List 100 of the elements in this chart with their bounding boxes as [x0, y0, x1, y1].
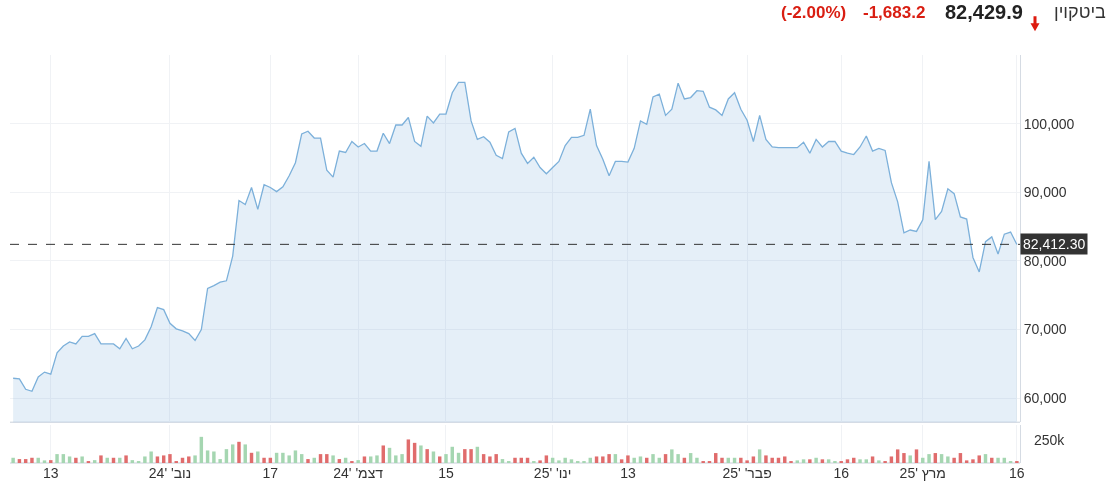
bar: [544, 455, 549, 463]
bar: [212, 451, 216, 463]
bar: [977, 455, 981, 463]
x-tick-label: 17: [262, 465, 279, 481]
bar: [845, 459, 850, 463]
bar: [751, 456, 756, 463]
bar: [720, 457, 724, 463]
x-tick-label: דצמ' '24: [333, 465, 384, 481]
ref-line-label: 82,412.30: [1023, 236, 1086, 252]
bar: [74, 457, 78, 463]
bar: [619, 459, 624, 463]
bar: [638, 456, 643, 463]
bar: [927, 454, 931, 463]
bar: [469, 449, 473, 463]
y-tick-label: 80,000: [1023, 252, 1067, 269]
bar: [745, 460, 749, 463]
bar: [368, 456, 373, 463]
bar: [820, 459, 825, 463]
bar: [205, 450, 210, 463]
bar: [971, 459, 975, 463]
text: ביטקוין: [1054, 2, 1107, 22]
bar: [808, 459, 812, 463]
bar: [80, 456, 84, 463]
y-tick-label: 90,000: [1023, 184, 1067, 201]
bar: [143, 456, 147, 463]
bar: [563, 457, 567, 463]
bar: [124, 455, 128, 463]
x-tick-label: 13: [620, 465, 636, 481]
text: -1,683.2: [863, 3, 926, 22]
bar: [161, 455, 166, 463]
bar: [889, 456, 894, 463]
bar: [864, 459, 869, 463]
bar: [670, 449, 674, 463]
text: 82,429.9: [945, 1, 1023, 23]
bar: [431, 451, 436, 463]
bar: [331, 455, 335, 463]
bar: [695, 457, 699, 463]
x-tick-label: 13: [42, 465, 59, 481]
bar: [676, 454, 680, 463]
bar: [908, 455, 912, 463]
text: (-2.00%): [781, 3, 847, 22]
bar: [996, 457, 1000, 463]
bar: [306, 459, 310, 463]
bar: [400, 454, 404, 463]
bar: [783, 456, 787, 463]
bar: [419, 445, 423, 463]
bar: [795, 460, 800, 463]
bar: [870, 456, 875, 463]
bar: [287, 455, 291, 463]
bar: [218, 459, 222, 463]
y-tick-label: 100,000: [1023, 115, 1075, 132]
bar: [118, 457, 122, 463]
bar: [293, 450, 298, 463]
x-tick-label: 16: [833, 465, 850, 481]
x-tick-label: ינו' '25: [533, 465, 572, 481]
bar: [256, 451, 260, 463]
bar: [877, 460, 881, 463]
bar: [607, 454, 611, 463]
bar: [594, 456, 599, 463]
bar: [632, 457, 636, 463]
bar: [764, 455, 768, 463]
y-tick-label: 70,000: [1023, 321, 1067, 338]
x-tick-label: נוב' '24: [148, 465, 192, 481]
bar: [67, 456, 72, 463]
bar: [356, 460, 360, 463]
bar: [262, 457, 266, 463]
bar: [362, 456, 367, 463]
bar: [281, 452, 285, 463]
bar: [325, 454, 329, 463]
bar: [168, 454, 172, 463]
bar: [946, 456, 950, 463]
bar: [814, 457, 818, 463]
x-tick-label: 15: [438, 465, 454, 481]
bar: [463, 449, 467, 463]
x-tick-label: 16: [1009, 465, 1025, 481]
bar: [651, 454, 655, 463]
bar: [990, 457, 994, 463]
bar: [49, 460, 53, 463]
bar: [381, 445, 385, 463]
bar: [964, 460, 969, 463]
bar: [438, 456, 442, 463]
text: 250k: [1034, 432, 1066, 448]
bar: [538, 460, 542, 463]
bar: [375, 455, 379, 463]
bar: [187, 456, 191, 463]
bar: [394, 455, 398, 463]
bar: [149, 451, 153, 463]
bar: [425, 449, 429, 463]
bar: [739, 457, 743, 463]
bar: [155, 456, 160, 463]
x-tick-label: פבר' '25: [722, 465, 772, 481]
y-tick-label: 60,000: [1023, 390, 1067, 407]
bar: [770, 457, 774, 463]
bar: [92, 460, 97, 463]
bar: [237, 441, 241, 463]
bar: [557, 460, 561, 463]
bar: [858, 459, 862, 463]
bar: [99, 455, 103, 463]
bar: [826, 459, 831, 463]
bar: [42, 460, 47, 463]
